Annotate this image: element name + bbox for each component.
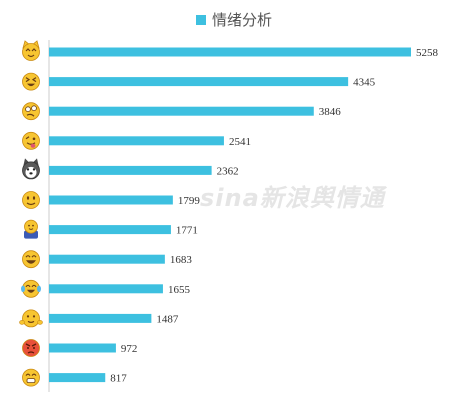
bar-tongue-face bbox=[49, 136, 224, 146]
legend-swatch bbox=[195, 15, 206, 25]
value-label-cat-face: 5258 bbox=[416, 47, 439, 59]
eye-left bbox=[26, 196, 30, 200]
value-label-shrug-face: 1487 bbox=[156, 313, 179, 325]
eye-left bbox=[27, 347, 29, 349]
eye-right bbox=[31, 373, 37, 376]
tongue-face-icon bbox=[22, 131, 40, 150]
eye-left bbox=[25, 136, 30, 140]
mouth bbox=[27, 54, 35, 58]
mouth bbox=[27, 351, 35, 354]
tongue bbox=[30, 143, 36, 148]
squint-face-icon bbox=[22, 72, 40, 91]
bar-shrug-face bbox=[49, 313, 152, 323]
shirt bbox=[24, 230, 38, 239]
mouth bbox=[26, 113, 35, 117]
face bbox=[22, 43, 40, 61]
face bbox=[22, 368, 40, 387]
value-label-angry-face: 972 bbox=[121, 343, 138, 355]
eye-right bbox=[31, 105, 37, 111]
smile-face-icon bbox=[22, 191, 40, 209]
grin-face-icon bbox=[22, 368, 40, 387]
value-label-husky-face: 2362 bbox=[217, 165, 239, 177]
face bbox=[22, 131, 40, 150]
eye-left bbox=[25, 255, 31, 258]
eye-left bbox=[25, 48, 31, 52]
shrug-face-icon bbox=[19, 309, 43, 328]
face bbox=[22, 191, 40, 209]
face bbox=[22, 250, 40, 269]
eye-left bbox=[25, 284, 31, 288]
hand-left bbox=[19, 320, 25, 325]
laughing-face-icon bbox=[22, 250, 40, 269]
tears-of-joy-icon bbox=[21, 279, 41, 298]
legend-label: 情绪分析 bbox=[211, 11, 272, 29]
bar-husky-face bbox=[49, 165, 212, 175]
eye-left bbox=[26, 315, 30, 318]
bar-cat-face bbox=[49, 47, 411, 57]
mouth bbox=[27, 83, 35, 87]
eye-right bbox=[31, 284, 37, 288]
eye-left bbox=[25, 77, 31, 83]
eye-left bbox=[28, 224, 30, 227]
mouth bbox=[26, 142, 36, 145]
bar-squint-face bbox=[49, 77, 349, 87]
mouth bbox=[26, 260, 36, 264]
fingers-crossed-icon bbox=[24, 219, 38, 239]
mouth bbox=[27, 320, 35, 323]
hand-right bbox=[37, 320, 43, 325]
bar-tears-of-joy bbox=[49, 284, 163, 294]
eye-left bbox=[25, 373, 31, 376]
bar-slanted-face bbox=[49, 106, 314, 116]
eye-right bbox=[33, 347, 35, 349]
eye-left bbox=[26, 168, 30, 171]
eye-right bbox=[31, 48, 37, 52]
eye-right bbox=[32, 224, 34, 227]
mouth bbox=[27, 289, 35, 293]
face bbox=[22, 309, 40, 328]
value-label-slanted-face: 3846 bbox=[319, 106, 342, 118]
face bbox=[22, 339, 40, 357]
eye-left bbox=[25, 106, 31, 112]
bar-smile-face bbox=[49, 195, 173, 205]
bar-laughing-face bbox=[49, 254, 165, 264]
teeth bbox=[26, 378, 36, 384]
face bbox=[24, 219, 38, 234]
value-label-laughing-face: 1683 bbox=[170, 254, 193, 266]
brow-right bbox=[31, 343, 37, 347]
husky-face-icon bbox=[22, 158, 40, 180]
eye-right bbox=[31, 77, 37, 83]
face bbox=[22, 72, 40, 91]
nose bbox=[29, 172, 33, 175]
legend: 情绪分析 bbox=[0, 9, 468, 30]
eye-right bbox=[32, 168, 36, 171]
value-label-tongue-face: 2541 bbox=[229, 136, 251, 148]
bar-angry-face bbox=[49, 343, 116, 353]
value-label-grin-face: 817 bbox=[110, 373, 127, 385]
face bbox=[22, 279, 40, 298]
value-label-tears-of-joy: 1655 bbox=[168, 284, 191, 296]
eye-right bbox=[32, 137, 36, 141]
cat-face-icon bbox=[22, 40, 40, 61]
value-label-squint-face: 4345 bbox=[353, 77, 376, 89]
face bbox=[22, 102, 40, 121]
tear-left bbox=[21, 285, 25, 292]
value-label-fingers-crossed: 1771 bbox=[176, 225, 198, 237]
mouth bbox=[28, 228, 34, 230]
value-label-smile-face: 1799 bbox=[178, 195, 201, 207]
eye-right bbox=[32, 196, 36, 200]
watermark: sina新浪舆情通 bbox=[200, 184, 385, 212]
bar-grin-face bbox=[49, 373, 106, 383]
eye-right bbox=[31, 255, 37, 258]
tear-right bbox=[37, 285, 41, 292]
angry-face-icon bbox=[22, 339, 40, 357]
eye-right bbox=[32, 315, 36, 318]
slanted-face-icon bbox=[22, 102, 40, 121]
brow-left bbox=[25, 343, 31, 347]
mouth bbox=[26, 202, 36, 206]
bar-fingers-crossed bbox=[49, 225, 171, 235]
